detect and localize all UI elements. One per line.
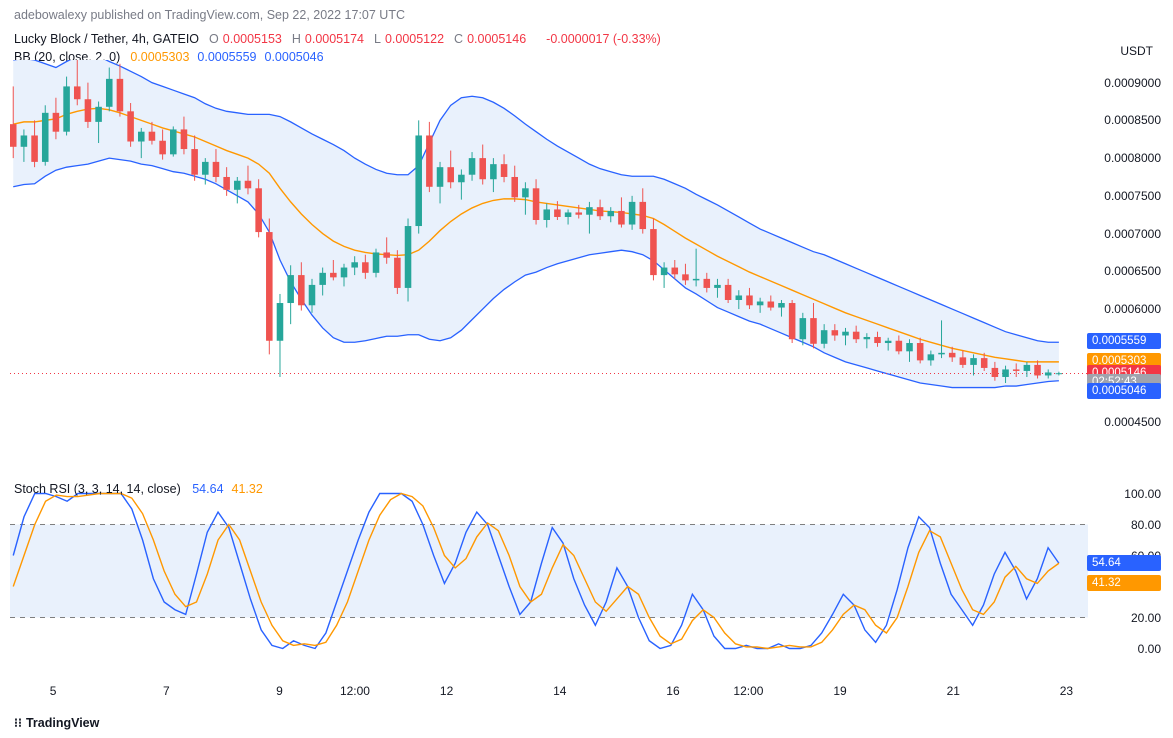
rsi-chart[interactable]: Stoch RSI (3, 3, 14, 14, close) 54.6441.… xyxy=(10,478,1088,664)
time-axis: 57912:0012141612:00192123 xyxy=(10,684,1088,706)
publish-header: adebowalexy published on TradingView.com… xyxy=(0,0,1173,30)
price-axis: 0.00090000.00085000.00080000.00075000.00… xyxy=(1091,60,1167,460)
currency-label: USDT xyxy=(1120,44,1153,58)
tv-icon: ⁝⁝ xyxy=(14,715,22,730)
tradingview-watermark: ⁝⁝ TradingView xyxy=(14,715,99,730)
rsi-legend: Stoch RSI (3, 3, 14, 14, close) 54.6441.… xyxy=(14,482,263,496)
symbol-name: Lucky Block / Tether, 4h, GATEIO xyxy=(14,32,199,46)
symbol-legend: Lucky Block / Tether, 4h, GATEIO O0.0005… xyxy=(0,30,1173,48)
price-change: -0.0000017 (-0.33%) xyxy=(546,32,661,46)
rsi-axis: 100.0080.0060.0020.000.0054.6441.32 xyxy=(1091,478,1167,664)
price-chart[interactable] xyxy=(10,60,1088,460)
